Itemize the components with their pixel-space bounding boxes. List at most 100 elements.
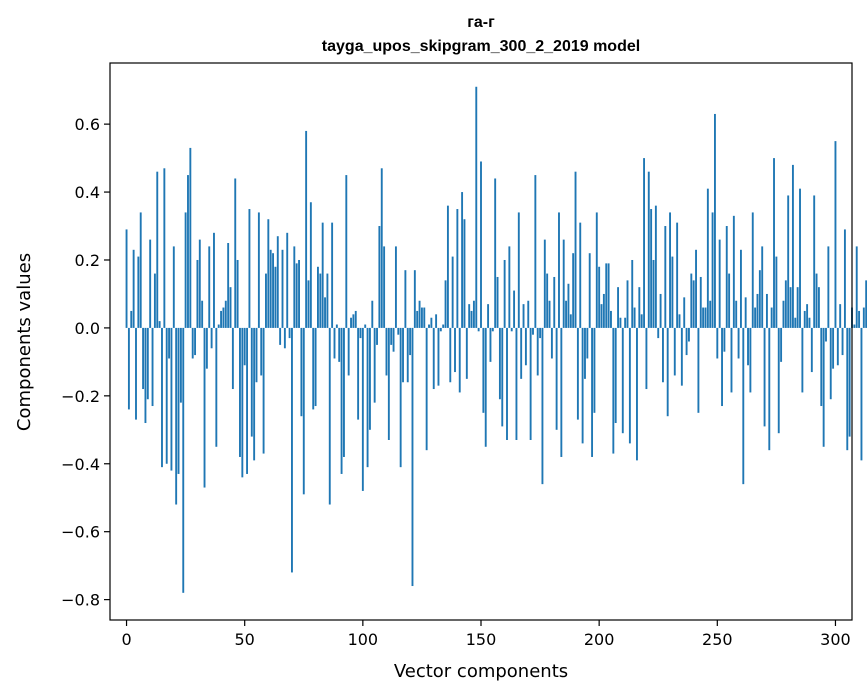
bar-component-98 <box>357 327 360 420</box>
bar-component-48 <box>239 327 241 457</box>
bar-component-82 <box>319 273 322 328</box>
bar-component-81 <box>317 266 319 328</box>
bar-component-112 <box>390 327 393 345</box>
bar-component-115 <box>397 327 400 335</box>
bar-component-286 <box>801 327 804 393</box>
bar-component-242 <box>697 327 700 413</box>
bar-component-91 <box>340 327 343 474</box>
bar-component-223 <box>652 259 655 328</box>
bar-component-275 <box>775 256 778 328</box>
bar-component-157 <box>496 276 499 328</box>
bar-component-96 <box>352 314 355 328</box>
bar-component-132 <box>437 327 440 386</box>
bar-component-13 <box>156 171 159 328</box>
bar-component-176 <box>541 327 544 485</box>
bar-component-244 <box>702 307 705 328</box>
bar-component-253 <box>723 327 726 352</box>
bar-component-259 <box>737 327 740 359</box>
bar-component-311 <box>860 327 863 461</box>
bar-component-166 <box>517 212 520 328</box>
bar-component-121 <box>411 327 414 587</box>
bar-component-147 <box>472 300 475 328</box>
bar-component-5 <box>137 256 140 328</box>
bar-component-22 <box>177 327 180 474</box>
y-tick-label: 0.4 <box>75 183 100 202</box>
y-axis-label: Components values <box>14 253 35 431</box>
bar-component-229 <box>666 327 669 417</box>
bar-component-217 <box>638 287 641 328</box>
bar-component-31 <box>198 239 201 328</box>
bar-component-57 <box>260 327 263 376</box>
bar-component-236 <box>683 297 686 328</box>
bar-component-202 <box>602 293 605 328</box>
bar-component-127 <box>425 327 428 451</box>
bar-component-247 <box>709 300 712 328</box>
bar-component-201 <box>600 304 603 328</box>
bar-component-231 <box>671 256 674 328</box>
bar-component-282 <box>791 164 794 328</box>
x-tick-label: 250 <box>702 630 733 649</box>
bar-component-111 <box>387 327 390 440</box>
bar-component-11 <box>151 327 154 407</box>
bar-component-26 <box>187 175 189 328</box>
bar-component-304 <box>843 229 846 328</box>
bar-component-303 <box>841 327 844 356</box>
bar-component-85 <box>326 273 329 328</box>
bar-component-160 <box>503 259 506 328</box>
bar-component-155 <box>491 327 494 332</box>
bar-component-63 <box>274 266 277 328</box>
bar-component-54 <box>253 327 256 461</box>
bar-component-156 <box>494 178 497 328</box>
bar-component-230 <box>669 212 671 328</box>
bar-component-145 <box>468 304 471 328</box>
bar-component-279 <box>784 280 787 328</box>
bar-component-214 <box>631 259 634 328</box>
bar-component-95 <box>350 317 352 328</box>
y-tick-label: −0.2 <box>61 387 100 406</box>
bar-component-29 <box>194 327 197 356</box>
bar-component-123 <box>416 310 419 328</box>
plot-frame <box>109 62 853 621</box>
bar-component-168 <box>522 304 525 328</box>
bar-component-263 <box>747 327 749 366</box>
bar-component-265 <box>751 212 754 328</box>
bar-component-262 <box>744 297 747 328</box>
bar-component-52 <box>248 209 251 328</box>
bar-component-209 <box>619 317 622 328</box>
bar-component-292 <box>815 273 818 328</box>
bar-component-173 <box>534 175 537 328</box>
bar-component-180 <box>550 327 553 359</box>
bar-component-270 <box>763 327 766 427</box>
bar-component-77 <box>307 280 310 328</box>
bar-component-9 <box>146 327 149 400</box>
bar-component-78 <box>309 202 312 328</box>
bar-component-120 <box>409 327 412 356</box>
bar-component-1 <box>127 327 130 410</box>
bar-component-192 <box>579 222 582 328</box>
bar-component-80 <box>314 327 317 407</box>
bar-component-220 <box>645 327 648 390</box>
bar-component-107 <box>378 226 381 328</box>
bar-component-181 <box>553 276 556 328</box>
bar-component-179 <box>548 300 551 328</box>
bar-component-154 <box>489 327 492 362</box>
bar-component-285 <box>799 188 801 328</box>
bar-component-291 <box>813 195 816 328</box>
bar-component-221 <box>647 171 650 328</box>
bar-component-206 <box>612 327 615 454</box>
bar-component-138 <box>451 256 454 328</box>
bar-component-172 <box>532 327 534 335</box>
bar-component-6 <box>139 212 142 328</box>
y-tick-label: 0.6 <box>75 115 100 134</box>
bar-component-196 <box>588 253 591 328</box>
bar-component-302 <box>839 304 842 328</box>
x-tick-label: 300 <box>820 630 851 649</box>
x-tick-label: 0 <box>121 630 131 649</box>
bar-component-87 <box>331 222 334 328</box>
bar-component-140 <box>456 209 459 328</box>
bar-component-300 <box>834 141 837 328</box>
bar-component-8 <box>144 327 147 424</box>
bar-component-117 <box>402 327 404 383</box>
bar-component-116 <box>399 327 402 468</box>
bar-component-21 <box>175 327 178 505</box>
